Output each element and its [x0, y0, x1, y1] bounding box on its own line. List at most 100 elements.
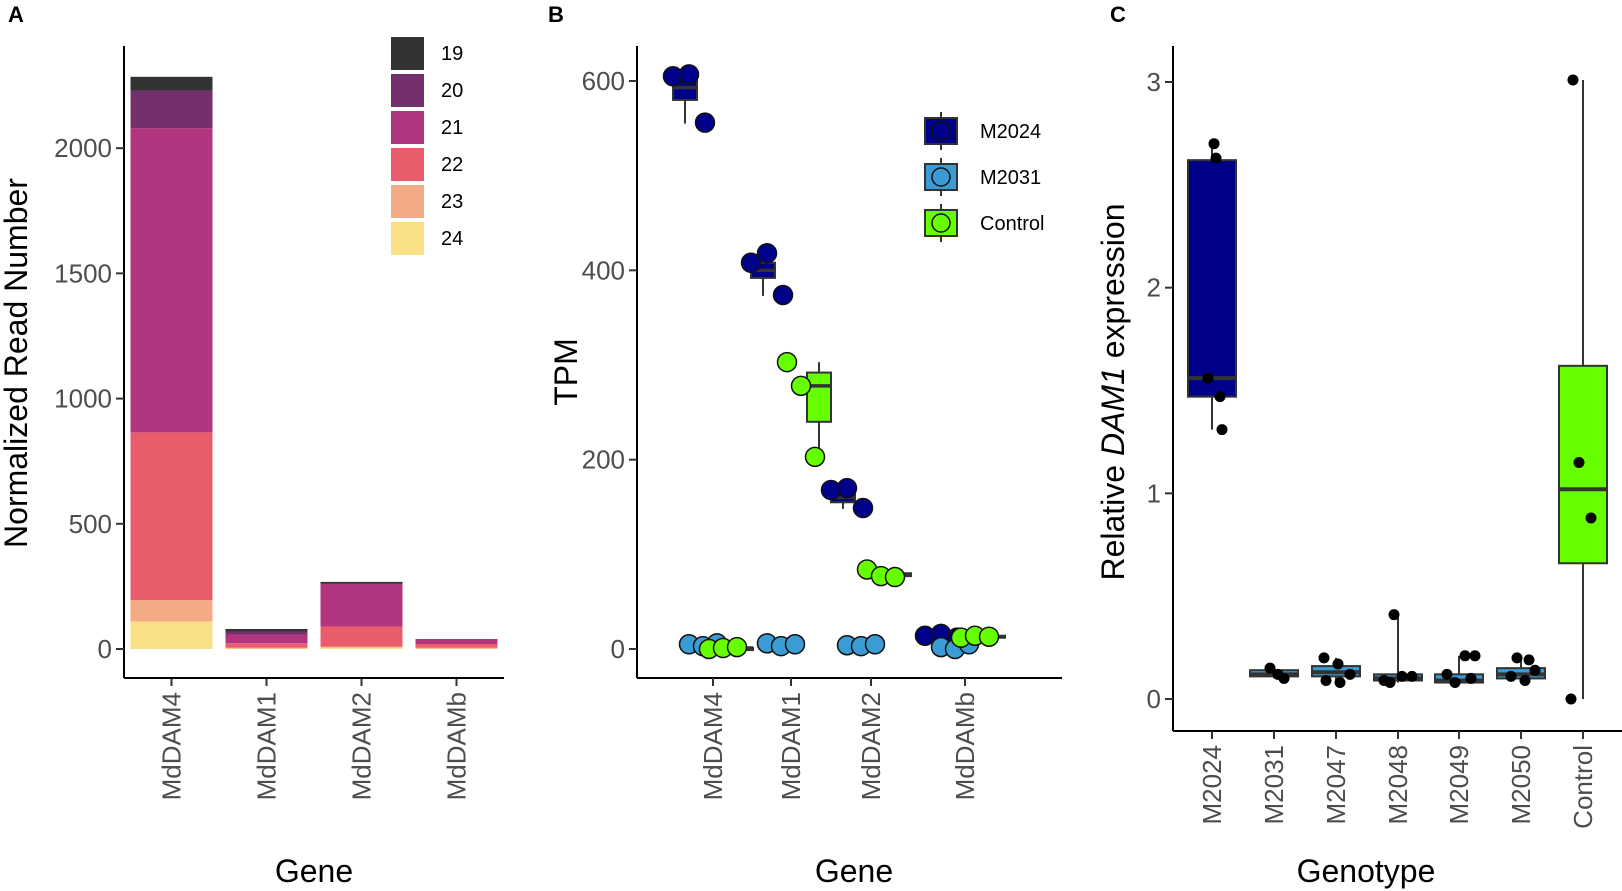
point-m2047: [1334, 677, 1346, 689]
panel-c-y-title-prefix: Relative: [1095, 456, 1131, 581]
y-tick-label: 600: [582, 66, 625, 96]
point-m2050: [1511, 652, 1523, 664]
point-m2024-mddam2: [852, 497, 874, 519]
bar-mddam4-len-21: [130, 128, 213, 433]
x-tick-label: Control: [1568, 745, 1598, 829]
y-tick-label: 200: [582, 445, 625, 475]
legend-label: 20: [441, 80, 463, 102]
legend-key-point: [931, 121, 951, 141]
point-m2050: [1523, 654, 1535, 666]
bar-mddam2-len-19: [320, 581, 403, 584]
point-m2024-mddam1: [740, 252, 762, 274]
point-m2024: [1216, 424, 1228, 436]
bar-mddam1-len-20: [225, 631, 308, 635]
x-tick-label: MdDAMb: [442, 692, 472, 800]
bar-mddamb-len-22: [415, 643, 498, 648]
bar-mddam1-len-21: [225, 634, 308, 644]
point-m2047: [1332, 658, 1344, 670]
legend-key-point: [931, 213, 951, 233]
y-tick-label: 1: [1147, 478, 1161, 508]
point-control: [1565, 693, 1577, 705]
y-tick-label: 0: [611, 634, 625, 664]
point-m2048: [1406, 670, 1418, 682]
bar-mddam2-len-22: [320, 626, 403, 647]
legend-label: 22: [441, 154, 463, 176]
x-tick-label: MdDAM4: [698, 692, 728, 800]
bar-mddam4-len-24: [130, 621, 213, 649]
y-tick-label: 500: [69, 509, 112, 539]
x-tick-label: M2049: [1444, 745, 1474, 825]
panel-c-plot: [1187, 74, 1608, 705]
panel-a-chart: MdDAM4 MdDAM1 MdDAM2 MdDAMb 0 500 1000 1500 2000…: [0, 37, 504, 889]
point-m2047: [1318, 652, 1330, 664]
bar-mddam1-len-24: [225, 648, 308, 649]
panel-c-y-title-suffix: expression: [1095, 203, 1131, 367]
point-m2048: [1388, 609, 1400, 621]
bar-mddam2-len-23: [320, 646, 403, 648]
point-m2031-mddam2: [864, 634, 886, 655]
point-control: [1567, 74, 1579, 86]
point-m2047: [1344, 668, 1356, 680]
panel-c-axes: 0 1 2 3 M2024 M2031 M2047 M2048 M2049 M2050 Contro…: [1147, 46, 1622, 829]
point-m2049: [1449, 677, 1461, 689]
x-tick-label: MdDAM2: [856, 692, 886, 800]
panel-a-axes: MdDAM4 MdDAM1 MdDAM2 MdDAMb 0 500 1000 1500 2000: [54, 46, 504, 800]
panel-c-y-axis-title: Relative DAM1 expression: [1095, 203, 1131, 580]
x-tick-label: M2024: [1197, 745, 1227, 825]
point-m2050: [1505, 670, 1517, 682]
legend-swatch-len-21: [391, 111, 424, 144]
y-tick-label: 1500: [54, 258, 112, 288]
bar-mddamb-len-21: [415, 638, 498, 644]
legend-label: 24: [441, 228, 463, 250]
box-body: [1187, 159, 1237, 398]
box-control-mddam1: [806, 362, 832, 457]
x-tick-label: MdDAM1: [776, 692, 806, 800]
legend-swatch-len-19: [391, 37, 424, 70]
point-m2031: [1264, 662, 1276, 674]
x-tick-label: M2047: [1321, 745, 1351, 825]
box-body: [806, 371, 832, 423]
legend-label: 19: [441, 43, 463, 65]
point-control-mddam1: [776, 351, 798, 373]
legend-label: M2031: [980, 167, 1041, 189]
bar-mddam4-len-19: [130, 76, 213, 91]
panel-b-x-axis-title: Gene: [815, 853, 893, 889]
legend-label: 21: [441, 117, 463, 139]
bar-mddam1-len-22: [225, 643, 308, 648]
legend-key-point: [931, 167, 951, 187]
legend-swatch-len-23: [391, 185, 424, 218]
point-m2049: [1465, 672, 1477, 684]
point-control-mddam1: [804, 446, 826, 468]
x-tick-label: MdDAMb: [950, 692, 980, 800]
point-m2031: [1278, 672, 1290, 684]
legend-swatch-len-22: [391, 148, 424, 181]
bar-mddam1-len-23: [225, 647, 308, 649]
panel-letter-c: C: [1110, 2, 1126, 27]
x-tick-label: M2031: [1259, 745, 1289, 825]
y-tick-label: 3: [1147, 67, 1161, 97]
panel-c-x-axis-title: Genotype: [1297, 853, 1436, 889]
y-tick-label: 0: [98, 634, 112, 664]
panel-a-y-axis-title: Normalized Read Number: [0, 178, 34, 548]
x-tick-label: MdDAM1: [252, 692, 282, 800]
bar-mddam4-len-22: [130, 432, 213, 601]
point-m2050: [1519, 674, 1531, 686]
point-m2024: [1214, 391, 1226, 403]
y-tick-label: 2: [1147, 273, 1161, 303]
y-tick-label: 1000: [54, 384, 112, 414]
point-m2049: [1441, 668, 1453, 680]
x-tick-label: MdDAM4: [157, 692, 187, 800]
point-m2024-mddam4: [678, 64, 700, 85]
point-control-mddamb: [978, 626, 1000, 647]
bar-mddam2-len-21: [320, 583, 403, 627]
x-tick-label: M2048: [1383, 745, 1413, 825]
point-m2024: [1208, 138, 1220, 150]
panel-a-x-axis-title: Gene: [275, 853, 353, 889]
legend-swatch-len-24: [391, 222, 424, 255]
bar-mddamb-len-24: [415, 648, 498, 649]
x-tick-label: MdDAM2: [347, 692, 377, 800]
panel-b-y-axis-title: TPM: [548, 338, 584, 406]
point-control-mddam2: [884, 566, 906, 588]
panel-b-axes: 0 200 400 600 MdDAM4 MdDAM1 MdDAM2 MdDAMb: [582, 46, 1062, 800]
